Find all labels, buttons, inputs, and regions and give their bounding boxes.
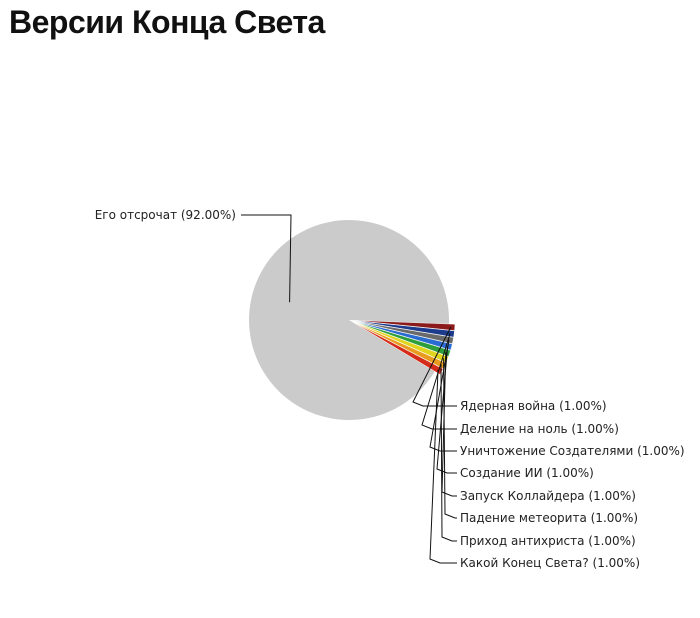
- slice-label: Уничтожение Создателями (1.00%): [460, 444, 685, 458]
- leader-line: [440, 364, 457, 542]
- pie-slice: [354, 320, 456, 331]
- slice-label: Падение метеорита (1.00%): [460, 511, 638, 525]
- page-title: Версии Конца Света: [9, 4, 325, 40]
- slice-label: Какой Конец Света? (1.00%): [460, 556, 640, 570]
- slice-label: Запуск Коллайдера (1.00%): [460, 489, 636, 503]
- pie-slice: [354, 320, 455, 338]
- pie-slice: [249, 220, 450, 421]
- leader-line: [412, 326, 457, 407]
- slice-label: Ядерная война (1.00%): [460, 399, 607, 413]
- slice-label: Создание ИИ (1.00%): [460, 466, 594, 480]
- slice-label: Деление на ноль (1.00%): [460, 422, 619, 436]
- slice-label: Приход антихриста (1.00%): [460, 534, 636, 548]
- pie-slice: [354, 320, 454, 344]
- leader-line: [443, 358, 457, 519]
- pie-slice: [354, 321, 453, 351]
- pie-slice: [354, 321, 451, 357]
- leader-line: [429, 369, 457, 564]
- slice-label: Его отсрочат (92.00%): [95, 208, 236, 222]
- leader-line: [241, 214, 292, 303]
